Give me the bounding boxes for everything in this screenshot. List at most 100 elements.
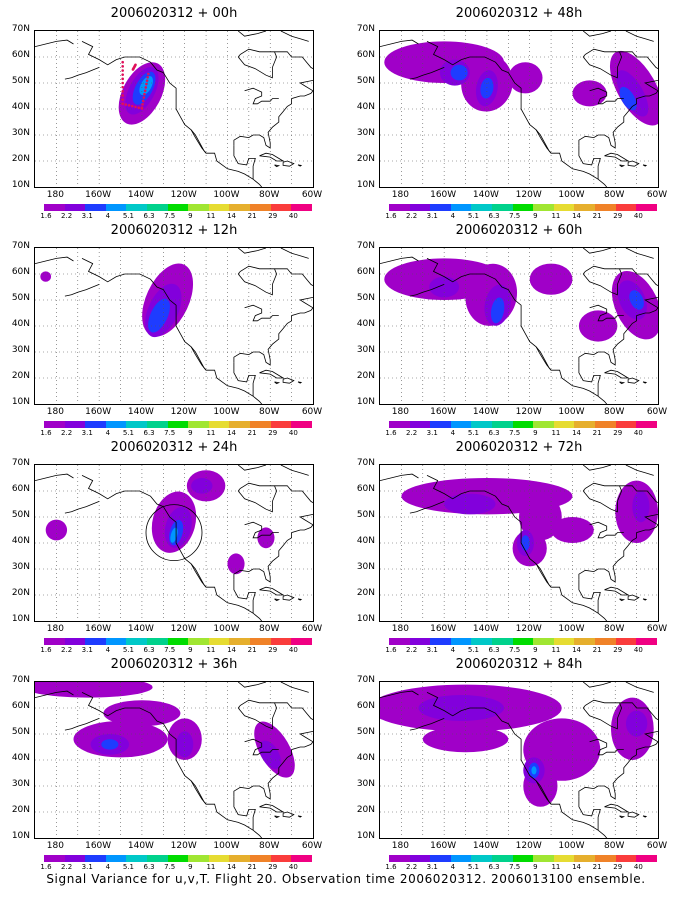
- coastline: [589, 304, 624, 322]
- colorbar: [389, 421, 657, 428]
- coastline: [280, 31, 309, 42]
- colorbar-swatch: [270, 204, 292, 211]
- flight-track: [121, 60, 150, 110]
- observation-point: [141, 99, 145, 103]
- lon-label: 60W: [646, 190, 668, 200]
- variance-contour: [508, 62, 543, 94]
- colorbar-swatch: [147, 421, 168, 428]
- colorbar-swatch: [409, 204, 431, 211]
- observation-point: [142, 96, 146, 99]
- coastline: [237, 682, 267, 688]
- lat-label: 50N: [11, 727, 30, 737]
- coastline: [237, 699, 278, 730]
- variance-contour: [632, 491, 650, 523]
- lat-label: 50N: [356, 76, 375, 86]
- coastline: [619, 164, 626, 168]
- colorbar-swatch: [430, 638, 451, 645]
- coastline: [604, 803, 630, 813]
- coastlines: [380, 248, 658, 404]
- colorbar-swatch: [229, 638, 251, 645]
- colorbar-label: 6.3: [488, 863, 500, 871]
- panel-title: 2006020312 + 00h: [110, 6, 238, 21]
- coastlines: [380, 465, 658, 621]
- observation-point: [134, 105, 137, 109]
- coastline: [274, 164, 281, 168]
- colorbar-label: 11: [206, 646, 216, 654]
- colorbar: [44, 855, 312, 862]
- colorbar-swatch: [409, 638, 431, 645]
- colorbar-label: 5.1: [467, 646, 480, 654]
- variance-field: [45, 470, 275, 575]
- coastline: [81, 475, 263, 621]
- lon-label: 160W: [430, 407, 457, 417]
- coastline: [535, 346, 552, 371]
- colorbar-swatch: [167, 204, 189, 211]
- colorbar-swatch: [595, 855, 616, 862]
- variance-contour: [103, 700, 181, 727]
- coastline: [627, 594, 640, 601]
- coastline: [582, 31, 612, 37]
- colorbar-label: 7.5: [164, 212, 176, 220]
- colorbar-swatch: [574, 421, 596, 428]
- lat-label: 70N: [11, 241, 30, 251]
- coastline: [259, 803, 285, 813]
- colorbar-swatch: [126, 638, 148, 645]
- colorbar-swatch: [615, 855, 637, 862]
- lat-label: 50N: [356, 510, 375, 520]
- colorbar-label: 1.6: [385, 429, 397, 437]
- variance-contour: [227, 553, 245, 575]
- colorbar-label: 9: [533, 212, 538, 220]
- lat-label: 20N: [356, 154, 375, 164]
- lat-label: 40N: [11, 319, 30, 329]
- coastline: [244, 521, 279, 539]
- lon-label: 120W: [170, 841, 197, 851]
- coastline: [282, 160, 295, 167]
- colorbar-label: 40: [288, 646, 298, 654]
- colorbar-label: 3.1: [426, 863, 438, 871]
- colorbar-label: 21: [592, 646, 602, 654]
- lon-label: 80W: [604, 190, 625, 200]
- lon-label: 160W: [85, 407, 112, 417]
- colorbar-swatch: [430, 855, 451, 862]
- coastline: [244, 87, 279, 105]
- colorbar-swatch: [208, 855, 230, 862]
- colorbar-swatch: [389, 421, 410, 428]
- lat-label: 60N: [11, 701, 30, 711]
- coastlines: [35, 31, 313, 187]
- colorbar-label: 11: [551, 646, 561, 654]
- colorbar-label: 2.2: [61, 212, 73, 220]
- coastline: [578, 307, 658, 366]
- lat-label: 70N: [11, 675, 30, 685]
- colorbar-swatch: [450, 204, 472, 211]
- colorbar-label: 5.1: [122, 646, 135, 654]
- colorbar-label: 40: [288, 863, 298, 871]
- map-plot: [34, 30, 314, 188]
- map-plot: [379, 681, 659, 839]
- lat-label: 10N: [11, 614, 30, 624]
- colorbar: [44, 421, 312, 428]
- variance-contour: [529, 263, 573, 295]
- colorbar-label: 5.1: [467, 212, 480, 220]
- coastline: [642, 164, 648, 167]
- coastline: [81, 258, 263, 404]
- colorbar-label: 29: [268, 429, 278, 437]
- lat-label: 30N: [11, 345, 30, 355]
- panel-title: 2006020312 + 72h: [455, 440, 583, 455]
- lon-label: 60W: [301, 624, 323, 634]
- lat-label: 60N: [356, 484, 375, 494]
- coastline: [274, 815, 281, 819]
- verification-region-circle: [145, 504, 203, 561]
- lat-label: 30N: [356, 128, 375, 138]
- map-canvas: [380, 248, 658, 404]
- variance-contour: [572, 80, 607, 107]
- colorbar-label: 4: [450, 212, 456, 220]
- lat-label: 50N: [356, 293, 375, 303]
- colorbar-label: 9: [188, 863, 193, 871]
- lon-label: 140W: [472, 190, 499, 200]
- lon-label: 140W: [472, 407, 499, 417]
- colorbar-swatch: [64, 638, 86, 645]
- colorbar-swatch: [208, 421, 230, 428]
- lat-label: 20N: [11, 588, 30, 598]
- lat-label: 70N: [11, 458, 30, 468]
- coastline: [582, 465, 612, 471]
